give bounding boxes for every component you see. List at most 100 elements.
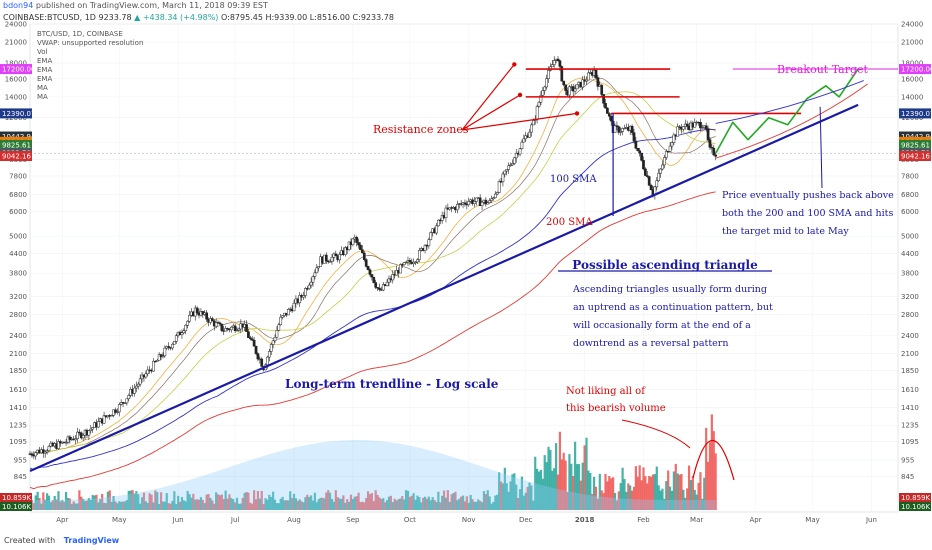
- candle-body: [135, 385, 138, 389]
- candle-body: [368, 269, 372, 275]
- candle: [385, 279, 389, 287]
- candle-body: [89, 428, 93, 431]
- candle: [279, 313, 283, 326]
- volume-bar: [610, 478, 613, 510]
- candle-body: [210, 318, 214, 322]
- volume-bar: [484, 494, 487, 510]
- candle: [708, 137, 712, 150]
- volume-bar: [241, 497, 244, 510]
- candle: [399, 263, 402, 274]
- volume-bar: [646, 483, 649, 510]
- volume-bar: [589, 473, 592, 510]
- volume-bar: [158, 503, 161, 510]
- candle-body: [621, 128, 624, 132]
- volume-bar: [412, 493, 415, 510]
- author-link[interactable]: bdon94: [3, 1, 34, 10]
- candle-body: [233, 325, 237, 332]
- candle: [387, 275, 391, 287]
- legend-item[interactable]: BTC/USD, 1D, COINBASE: [37, 30, 123, 38]
- candle-body: [617, 126, 621, 133]
- resistance-zones-label: Resistance zones: [373, 123, 469, 136]
- legend-item[interactable]: MA: [37, 93, 48, 101]
- volume-label-right-text: 10.106K: [901, 503, 930, 511]
- volume-bar: [180, 497, 184, 510]
- volume-bar: [640, 480, 643, 510]
- x-tick-label: Oct: [404, 516, 416, 524]
- candle-body: [480, 201, 484, 207]
- candle-body: [647, 176, 651, 186]
- volume-bar: [298, 499, 301, 510]
- candle-body: [110, 415, 114, 417]
- y-tick-label-left: 24000: [5, 21, 27, 29]
- candle: [30, 451, 34, 458]
- candle: [412, 258, 416, 267]
- candle: [273, 334, 277, 343]
- candle-body: [68, 436, 72, 440]
- legend-item[interactable]: VWAP: unsupported resolution: [37, 39, 143, 47]
- volume-bar: [68, 498, 71, 510]
- volume-bar: [486, 490, 489, 510]
- volume-bar: [442, 490, 446, 510]
- price-chart[interactable]: 24000 24000 21000 21000 18000 18000 16000 16000…: [0, 0, 932, 532]
- candle: [43, 449, 47, 458]
- legend-item[interactable]: EMA: [37, 57, 52, 65]
- candle: [693, 118, 697, 128]
- volume-bar: [279, 498, 282, 510]
- candle: [376, 287, 379, 291]
- candle: [706, 125, 710, 143]
- volume-bar: [315, 502, 318, 510]
- candle: [474, 197, 478, 206]
- volume-bar: [513, 473, 516, 510]
- legend-item[interactable]: EMA: [37, 75, 52, 83]
- y-tick-label-right: 7800: [901, 172, 919, 180]
- candle-body: [581, 79, 585, 88]
- volume-bar: [477, 499, 480, 510]
- volume-label-right-text: 10.859K: [901, 494, 930, 502]
- price-label-left: [0, 139, 32, 150]
- tradingview-logo[interactable]: TradingView: [63, 536, 120, 545]
- x-tick-label: Dec: [519, 516, 533, 524]
- candle: [488, 198, 491, 204]
- candle-body: [119, 402, 123, 405]
- price-label-right: [899, 139, 931, 150]
- legend-item[interactable]: Vol: [37, 48, 48, 56]
- candle-body: [361, 249, 364, 254]
- sma-20-line: [29, 77, 716, 456]
- y-tick-label-left: 3200: [9, 293, 27, 301]
- price-label-left: [0, 108, 32, 119]
- y-tick-label-left: 21000: [5, 39, 27, 47]
- volume-bar: [177, 495, 180, 510]
- volume-bar: [72, 501, 75, 510]
- price-label-right-text: 9042.16: [901, 153, 930, 161]
- volume-bar: [568, 454, 571, 510]
- volume-bar: [137, 494, 140, 510]
- candle-body: [224, 328, 227, 332]
- candle-body: [146, 369, 150, 375]
- volume-bar: [159, 492, 163, 510]
- volume-bar: [55, 499, 58, 510]
- candle: [596, 74, 600, 91]
- volume-bar: [247, 492, 250, 510]
- candle-body: [366, 266, 370, 270]
- candle: [642, 156, 645, 171]
- volume-bar: [617, 491, 620, 510]
- candle: [74, 435, 77, 444]
- candle-body: [539, 95, 543, 103]
- volume-bar: [593, 476, 596, 510]
- legend-item[interactable]: EMA: [37, 66, 52, 74]
- candle: [250, 336, 254, 341]
- candle-body: [670, 142, 674, 147]
- volume-bar: [515, 484, 518, 510]
- volume-bar: [192, 493, 195, 510]
- y-tick-label-left: 5000: [9, 233, 27, 241]
- volume-bar: [691, 476, 694, 510]
- volume-bar: [89, 499, 92, 510]
- long-term-trendline[interactable]: [29, 103, 859, 473]
- volume-bar: [499, 481, 503, 510]
- trendline-label: Long-term trendline - Log scale: [285, 377, 499, 391]
- volume-bar: [80, 496, 83, 510]
- price-label-left-text: 9825.61: [2, 141, 31, 149]
- legend-item[interactable]: MA: [37, 84, 48, 92]
- volume-bar: [678, 474, 681, 510]
- candle: [133, 383, 136, 397]
